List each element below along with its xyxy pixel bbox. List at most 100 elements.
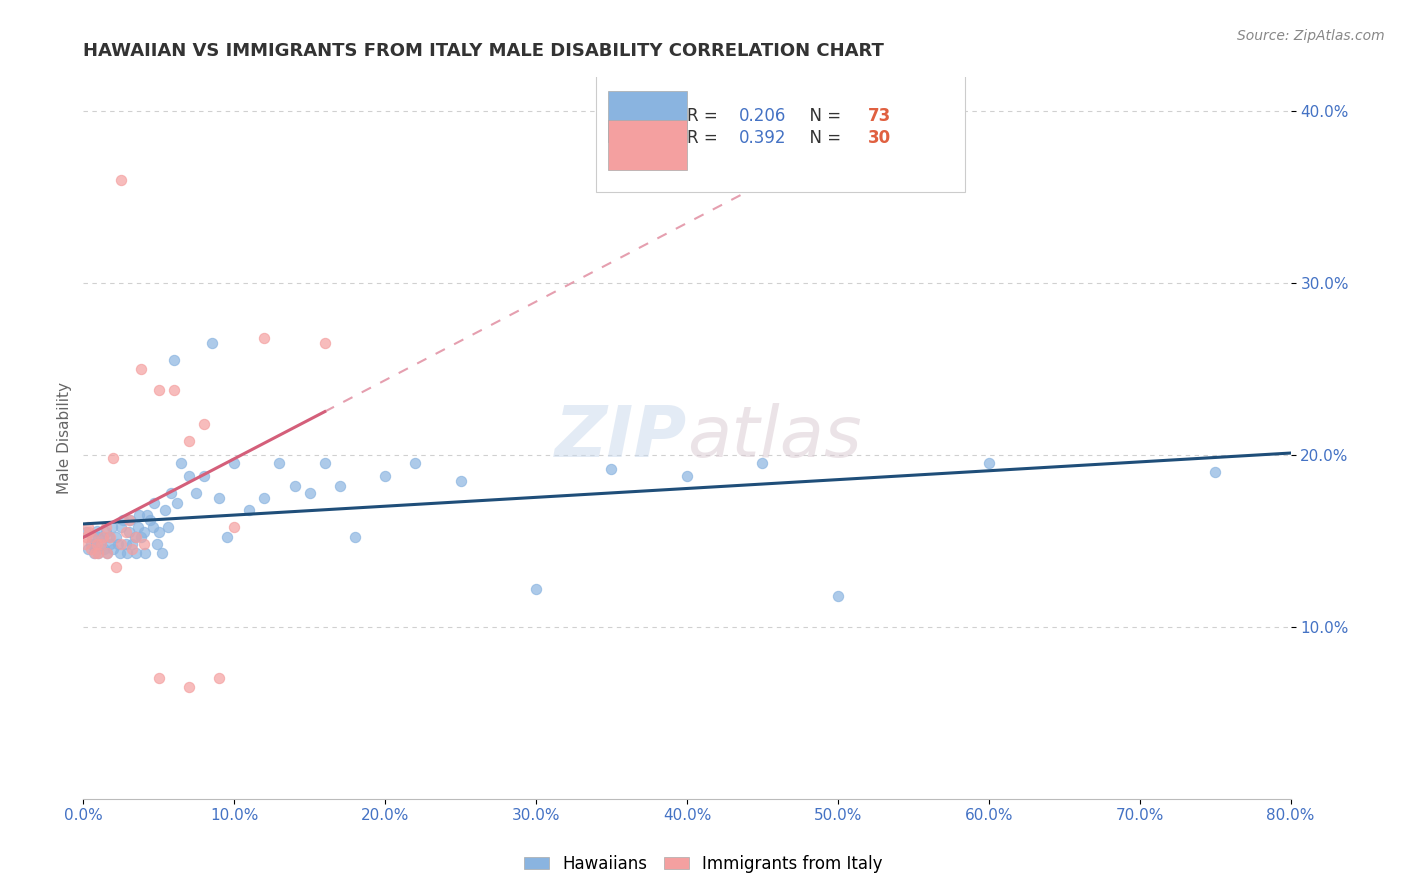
Text: 0.206: 0.206 <box>740 107 786 125</box>
Point <box>75 530 97 544</box>
Point <box>114 525 136 540</box>
Text: N =: N = <box>799 107 846 125</box>
Point <box>177 468 200 483</box>
Point <box>329 479 352 493</box>
Point <box>107 537 129 551</box>
Point <box>101 520 124 534</box>
Point <box>170 457 193 471</box>
Point <box>87 546 110 560</box>
Point <box>110 173 132 187</box>
Point <box>253 331 276 345</box>
Point <box>121 537 143 551</box>
Point <box>76 520 98 534</box>
Text: HAWAIIAN VS IMMIGRANTS FROM ITALY MALE DISABILITY CORRELATION CHART: HAWAIIAN VS IMMIGRANTS FROM ITALY MALE D… <box>83 42 884 60</box>
Point <box>94 525 117 540</box>
Point <box>135 508 157 522</box>
Point <box>103 542 125 557</box>
Point <box>87 546 110 560</box>
Point <box>115 546 138 560</box>
Point <box>93 542 115 557</box>
Point <box>1204 465 1226 479</box>
Point <box>87 530 110 544</box>
Point <box>100 537 122 551</box>
Text: R =: R = <box>688 107 723 125</box>
Point <box>153 503 176 517</box>
Point <box>84 546 107 560</box>
Point <box>103 451 125 466</box>
Point <box>105 530 128 544</box>
Point <box>143 496 166 510</box>
Point <box>91 530 114 544</box>
Point <box>76 542 98 557</box>
Point <box>208 672 231 686</box>
Point <box>86 524 108 538</box>
Point <box>132 525 155 540</box>
Point <box>200 336 222 351</box>
Point <box>215 530 238 544</box>
Point <box>148 672 170 686</box>
Point <box>129 362 152 376</box>
Point <box>314 336 336 351</box>
Point <box>125 530 148 544</box>
Point <box>450 474 472 488</box>
Point <box>298 485 321 500</box>
Point <box>129 530 152 544</box>
Point <box>80 542 103 557</box>
Point <box>120 513 142 527</box>
Y-axis label: Male Disability: Male Disability <box>58 382 72 493</box>
Point <box>96 546 118 560</box>
Text: ZIP: ZIP <box>555 403 688 472</box>
Point <box>148 383 170 397</box>
Point <box>128 508 150 522</box>
Point <box>148 525 170 540</box>
Point <box>75 525 97 540</box>
Point <box>114 537 136 551</box>
Point <box>166 496 188 510</box>
Point <box>253 491 276 505</box>
Point <box>90 537 112 551</box>
Point <box>374 468 396 483</box>
Point <box>100 530 122 544</box>
Point <box>105 559 128 574</box>
Point <box>600 461 623 475</box>
Point <box>224 457 246 471</box>
Point <box>84 539 107 553</box>
Point <box>80 537 103 551</box>
Point <box>127 520 149 534</box>
Point <box>125 546 148 560</box>
Point <box>238 503 260 517</box>
Point <box>404 457 426 471</box>
Point <box>97 530 120 544</box>
Point <box>224 520 246 534</box>
Point <box>111 513 134 527</box>
Point <box>86 537 108 551</box>
Point <box>163 353 186 368</box>
Point <box>208 491 231 505</box>
Point <box>134 546 156 560</box>
Point <box>193 468 215 483</box>
Point <box>124 530 146 544</box>
Text: Source: ZipAtlas.com: Source: ZipAtlas.com <box>1237 29 1385 43</box>
Point <box>82 530 104 544</box>
Text: N =: N = <box>799 129 846 147</box>
Point <box>163 383 186 397</box>
Point <box>121 542 143 557</box>
Point <box>117 513 139 527</box>
Legend: Hawaiians, Immigrants from Italy: Hawaiians, Immigrants from Italy <box>517 848 889 880</box>
Point <box>94 520 117 534</box>
Point <box>142 520 165 534</box>
Point <box>146 537 169 551</box>
FancyBboxPatch shape <box>609 91 688 142</box>
Point <box>91 530 114 544</box>
Point <box>138 513 160 527</box>
Point <box>177 434 200 449</box>
FancyBboxPatch shape <box>596 66 965 192</box>
Point <box>90 537 112 551</box>
Point <box>79 525 101 540</box>
Point <box>73 537 96 551</box>
Point <box>83 546 105 560</box>
Point <box>108 546 131 560</box>
Point <box>269 457 291 471</box>
Point <box>82 530 104 544</box>
Text: 73: 73 <box>868 107 891 125</box>
